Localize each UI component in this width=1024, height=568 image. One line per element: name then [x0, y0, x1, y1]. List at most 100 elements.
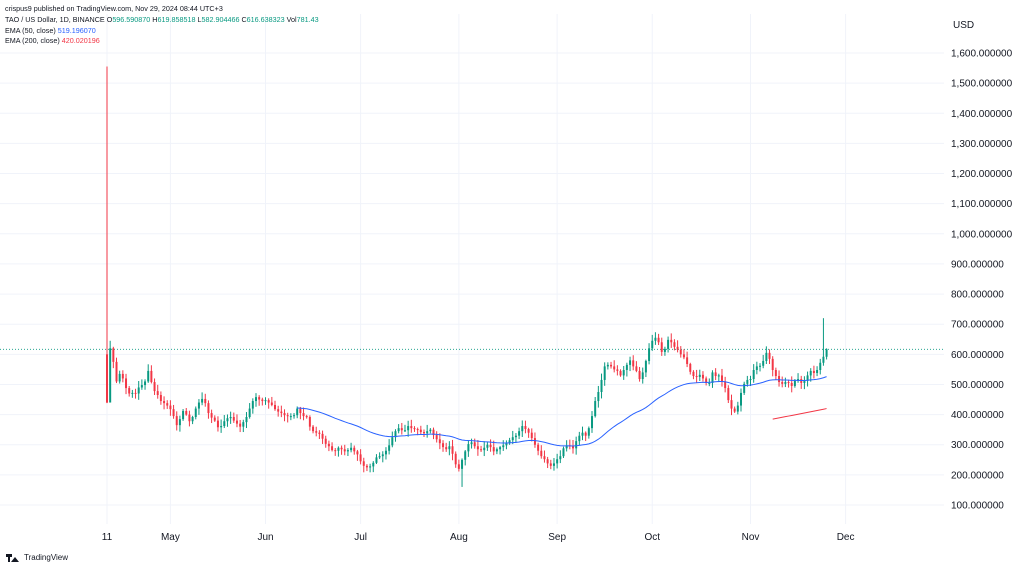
candle-body: [283, 413, 286, 416]
candle-body: [321, 433, 324, 439]
candle-body: [254, 397, 257, 402]
x-tick-label: May: [161, 532, 180, 543]
candle-body: [714, 372, 717, 377]
x-axis[interactable]: 11 May Jun Jul Aug Sep Oct Nov Dec: [102, 532, 855, 543]
candle-body: [226, 418, 229, 422]
candle-body: [296, 408, 299, 416]
candle-body: [251, 401, 254, 409]
candle-body: [660, 342, 663, 352]
candle-body: [308, 417, 311, 427]
candle-body: [610, 364, 613, 367]
y-axis[interactable]: USD 1,600.000000 1,500.000000 1,400.000000 1…: [951, 20, 1013, 512]
candle-body: [746, 379, 749, 384]
y-axis-currency: USD: [953, 20, 974, 31]
candle-body: [581, 432, 584, 436]
candle-body: [591, 416, 594, 429]
candle-body: [293, 415, 296, 417]
candle-body: [705, 378, 708, 383]
candle-body: [679, 349, 682, 355]
candle-body: [543, 456, 546, 460]
volume-value: 781.43: [296, 15, 319, 25]
y-tick-label: 500.000000: [951, 380, 1004, 391]
ema50-value: 519.196070: [57, 25, 96, 35]
candle-body: [153, 382, 156, 392]
candle-body: [812, 370, 815, 374]
y-tick-label: 1,600.000000: [951, 49, 1013, 60]
candle-body: [384, 450, 387, 455]
candle-body: [667, 339, 670, 349]
candle-body: [511, 437, 514, 441]
candle-body: [546, 459, 549, 464]
candle-body: [625, 364, 628, 371]
candle-body: [359, 454, 362, 462]
candle-body: [587, 428, 590, 436]
ema200-label[interactable]: EMA (200, close): [5, 36, 60, 46]
candle-body: [816, 370, 819, 374]
x-tick-label: 11: [102, 532, 113, 543]
candle-body: [632, 360, 635, 367]
ema-lines: [297, 376, 827, 447]
candle-body: [695, 376, 698, 378]
candle-body: [733, 408, 736, 412]
candle-body: [438, 439, 441, 444]
candle-body: [343, 449, 346, 452]
candle-body: [388, 445, 391, 451]
candle-body: [502, 445, 505, 448]
y-tick-label: 1,400.000000: [951, 109, 1013, 120]
candle-body: [597, 392, 600, 402]
candle-body: [698, 374, 701, 377]
y-tick-label: 1,300.000000: [951, 139, 1013, 150]
y-tick-label: 700.000000: [951, 320, 1004, 331]
candle-body: [426, 431, 429, 434]
candle-body: [156, 391, 159, 396]
symbol-title[interactable]: TAO / US Dollar, 1D, BINANCE: [5, 15, 105, 25]
candle-body: [562, 448, 565, 457]
candle-body: [584, 432, 587, 436]
candle-body: [432, 429, 435, 436]
y-tick-label: 800.000000: [951, 290, 1004, 301]
candle-body: [429, 429, 432, 432]
candle-body: [416, 429, 419, 431]
candle-body: [461, 459, 464, 469]
candle-body: [790, 382, 793, 386]
candle-body: [819, 362, 822, 371]
candle-body: [201, 398, 204, 403]
candle-body: [727, 388, 730, 401]
candle-body: [140, 385, 143, 388]
ema50-label[interactable]: EMA (50, close): [5, 25, 56, 35]
candle-body: [635, 366, 638, 371]
candle-body: [207, 403, 210, 414]
candle-body: [400, 428, 403, 431]
candle-body: [489, 444, 492, 448]
candle-body: [334, 450, 337, 452]
candle-body: [505, 443, 508, 446]
candle-body: [514, 435, 517, 438]
tradingview-logo[interactable]: TradingView: [6, 553, 68, 562]
candle-body: [533, 438, 536, 445]
candle-body: [499, 447, 502, 450]
high-value: 619.858518: [157, 15, 196, 25]
candle-body: [305, 416, 308, 418]
candle-body: [483, 447, 486, 451]
candle-body: [476, 446, 479, 450]
candle-body: [549, 463, 552, 466]
candle-body: [163, 401, 166, 404]
candle-body: [191, 417, 194, 422]
y-tick-label: 1,000.000000: [951, 229, 1013, 240]
candle-body: [708, 382, 711, 384]
candle-body: [159, 395, 162, 402]
candle-body: [267, 400, 270, 403]
candle-body: [166, 403, 169, 406]
candle-body: [435, 435, 438, 440]
candle-body: [118, 373, 121, 382]
candle-body: [565, 445, 568, 449]
candle-body: [711, 372, 714, 383]
candle-body: [232, 417, 235, 421]
candle-body: [825, 349, 828, 357]
candle-body: [575, 441, 578, 449]
candle-body: [289, 416, 292, 418]
candle-body: [451, 446, 454, 454]
candle-body: [423, 432, 425, 434]
